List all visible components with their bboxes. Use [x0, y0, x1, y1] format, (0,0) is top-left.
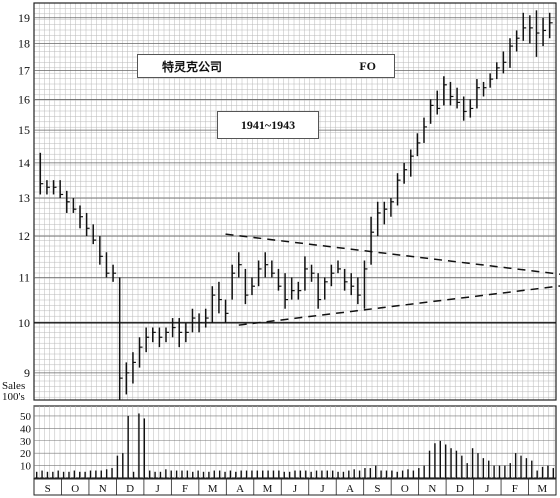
triangle-trendlines: [225, 233, 560, 326]
price-tick-label: 9: [24, 366, 30, 380]
month-label: M: [537, 483, 547, 495]
price-tick-label: 17: [18, 64, 30, 78]
month-label: J: [293, 483, 298, 495]
month-label: O: [401, 483, 409, 495]
chart-title-box: 特灵克公司 FO: [137, 54, 395, 78]
month-label: F: [512, 483, 518, 495]
month-label: J: [155, 483, 160, 495]
price-tick-label: 15: [18, 123, 30, 137]
volume-tick-label: 20: [20, 448, 32, 460]
price-axis: 9 10 11 12 13 14 15 16 17 18 19: [18, 11, 556, 380]
month-strip-frame: [33, 478, 557, 496]
price-tick-label: 11: [18, 270, 30, 284]
month-label: S: [45, 483, 51, 495]
period-label: 1941~1943: [240, 117, 296, 132]
price-tick-label: 18: [18, 36, 30, 50]
volume-axis-label: Sales 100's: [2, 380, 26, 403]
month-label: J: [320, 483, 325, 495]
month-label: D: [126, 483, 134, 495]
price-tick-label: 14: [18, 156, 30, 170]
volume-tick-label: 40: [20, 423, 32, 435]
volume-tick-label: 30: [20, 436, 32, 448]
month-label: A: [346, 483, 354, 495]
month-label: S: [374, 483, 380, 495]
company-name: 特灵克公司: [162, 59, 223, 74]
volume-tick-label: 50: [20, 411, 32, 423]
trendline: [238, 285, 560, 326]
price-panel-frame: [33, 2, 557, 401]
price-tick-label: 16: [18, 92, 30, 106]
price-bars: [39, 10, 553, 400]
month-label: N: [428, 483, 436, 495]
month-label: N: [99, 483, 107, 495]
ticker-symbol: FO: [359, 58, 376, 73]
month-label: M: [263, 483, 273, 495]
month-label: A: [236, 483, 244, 495]
price-tick-label: 10: [18, 316, 30, 330]
month-label: D: [456, 483, 464, 495]
volume-tick-label: 10: [20, 461, 32, 473]
period-box: 1941~1943: [217, 111, 319, 139]
volume-grid: [33, 406, 555, 478]
month-label: J: [485, 483, 490, 495]
price-tick-label: 13: [18, 191, 30, 205]
month-label: O: [71, 483, 79, 495]
trendline: [225, 233, 560, 275]
month-label: F: [182, 483, 188, 495]
month-label: M: [208, 483, 218, 495]
price-tick-label: 19: [18, 11, 30, 25]
volume-bars: [35, 413, 555, 478]
price-tick-label: 12: [18, 229, 30, 243]
